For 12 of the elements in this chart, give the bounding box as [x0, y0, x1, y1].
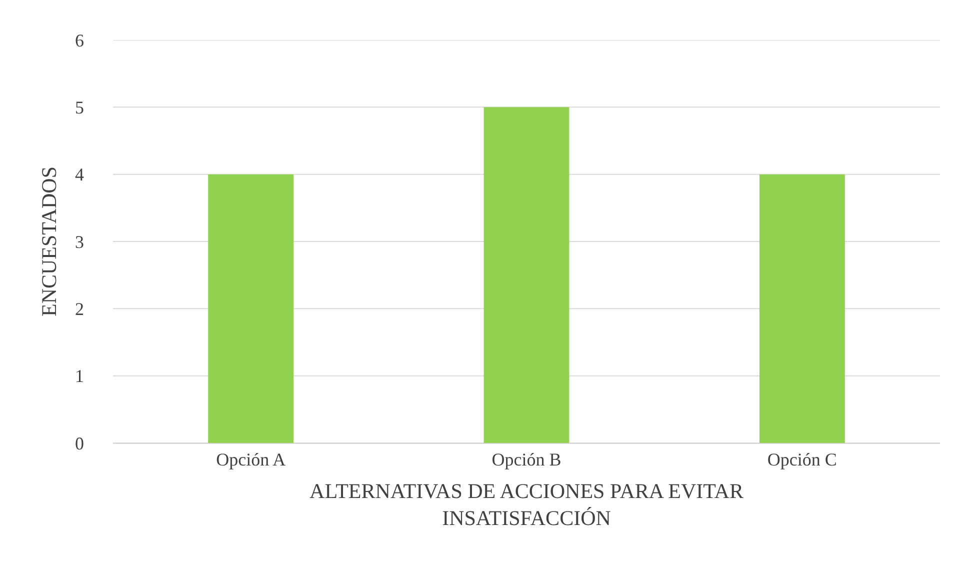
y-tick-label: 0: [75, 433, 84, 454]
y-tick-label: 2: [75, 298, 84, 319]
x-tick-label: Opción C: [767, 450, 837, 470]
y-axis-title: ENCUESTADOS: [37, 166, 62, 316]
x-tick-label: Opción A: [216, 450, 286, 470]
x-axis-title: ALTERNATIVAS DE ACCIONES PARA EVITAR INSATISFACCIÓN: [310, 478, 744, 530]
y-tick-label: 6: [75, 30, 84, 50]
y-tick-label: 3: [75, 232, 84, 252]
y-tick-label: 5: [75, 97, 84, 118]
y-tick-label: 4: [75, 164, 84, 185]
y-tick-label: 1: [75, 366, 84, 386]
x-tick-label: Opción B: [492, 450, 562, 470]
